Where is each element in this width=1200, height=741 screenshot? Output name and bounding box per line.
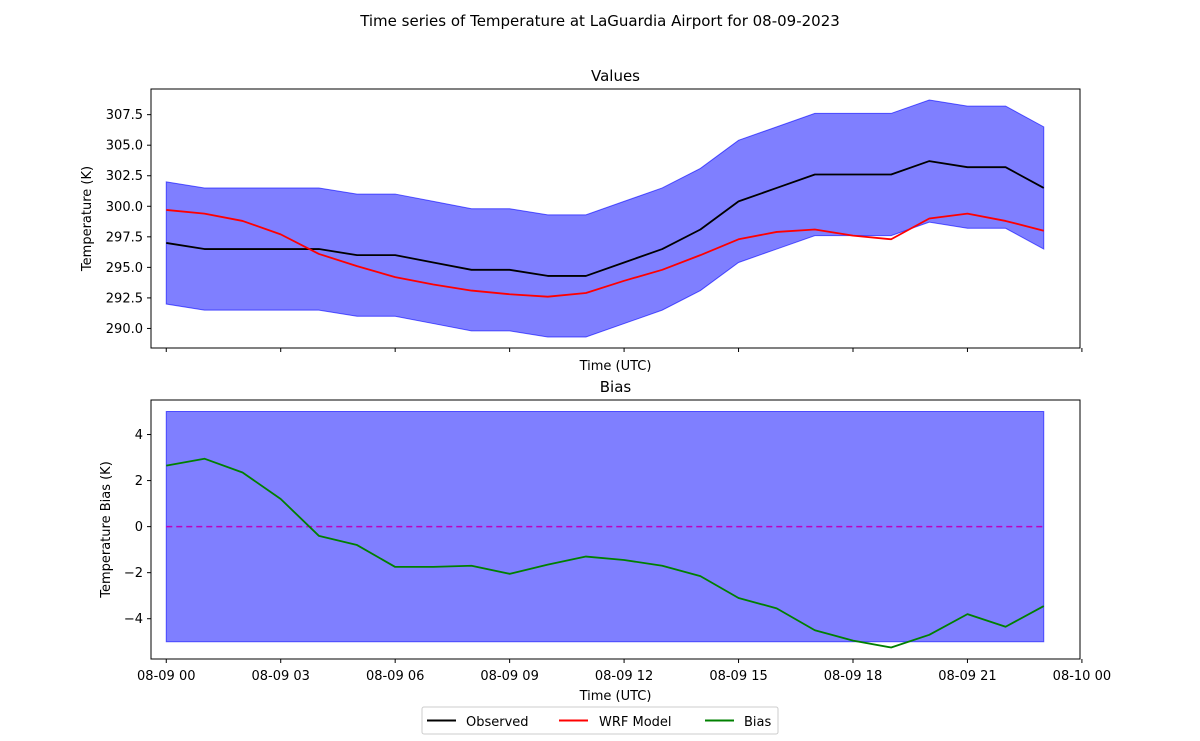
values-axes-frame [150,88,1081,349]
bias-x-tick-label: 08-09 15 [709,669,767,684]
bias-x-tick-label: 08-09 12 [595,669,653,684]
legend-frame [421,706,779,735]
values-y-tick-label: 292.5 [106,291,143,306]
values-y-axis-label: Temperature (K) [80,166,95,272]
bias-x-tick-label: 08-09 06 [366,669,424,684]
bias-x-tick-label: 08-09 18 [824,669,882,684]
values-y-tick-label: 297.5 [106,230,143,245]
bias-series-bias [166,457,1045,649]
values-y-tick-label: 290.0 [106,322,143,337]
bias-y-tick-label: 0 [135,520,143,535]
values-title: Values [591,67,640,85]
bias-x-tick-label: 08-09 00 [137,669,195,684]
values-y-tick-label: 295.0 [106,261,143,276]
values-band [165,99,1045,338]
bias-y-tick-label: 4 [135,428,143,443]
bias-title: Bias [600,378,632,396]
values-series-observed [166,160,1045,277]
values-y-tick-label: 302.5 [106,169,143,184]
legend-wrf-model-label: WRF Model [599,715,672,730]
figure-suptitle: Time series of Temperature at LaGuardia … [359,12,840,30]
bias-x-tick-label: 08-10 00 [1053,669,1111,684]
values-subplot: 290.0 292.5 295.0 297.5 300.0 302.5 305.0 307.5… [80,67,1083,374]
values-x-axis-label: Time (UTC) [579,359,652,374]
bias-x-tick-label: 08-09 21 [938,669,996,684]
bias-axes-frame [150,399,1081,660]
bias-x-tick-label: 08-09 09 [480,669,538,684]
legend-observed-label: Observed [466,715,529,730]
bias-y-tick-label: −4 [124,612,143,627]
values-y-tick-label: 300.0 [106,200,143,215]
legend: Observed WRF Model Bias [421,706,779,735]
bias-y-tick-label: −2 [124,566,143,581]
bias-y-tick-label: 2 [135,474,143,489]
values-y-tick-label: 307.5 [106,108,143,123]
values-series-wrf-model [166,209,1044,298]
bias-x-tick-label: 08-09 03 [251,669,309,684]
values-y-tick-label: 305.0 [106,139,143,154]
bias-y-axis-label: Temperature Bias (K) [99,461,114,599]
bias-band [165,411,1045,643]
bias-subplot: 08-09 00 08-09 03 08-09 06 08-09 09 08-09 12… [99,378,1111,704]
legend-bias-label: Bias [744,715,771,730]
bias-x-axis-label: Time (UTC) [579,689,652,704]
